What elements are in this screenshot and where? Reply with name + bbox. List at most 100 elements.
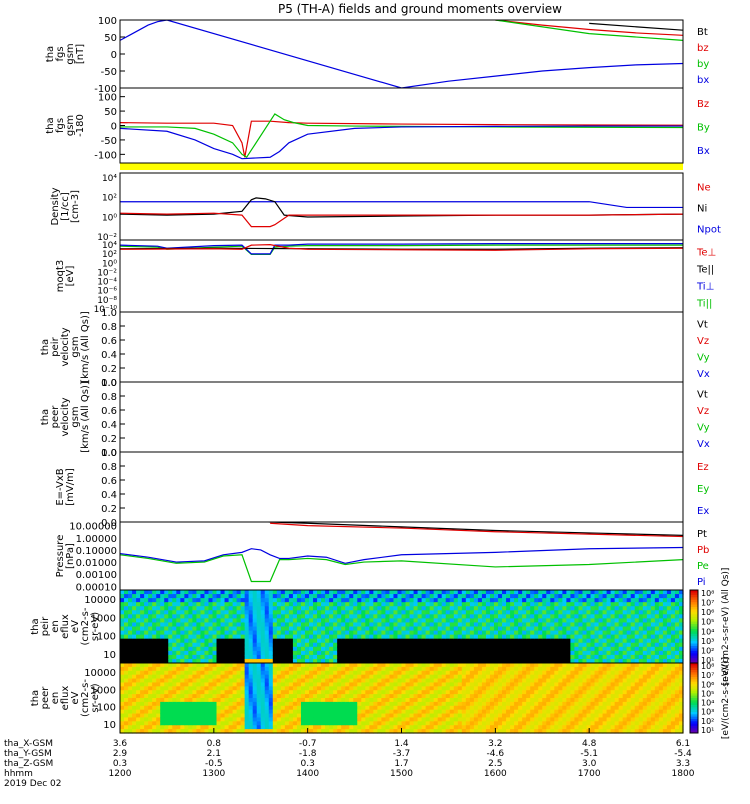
spectrogram-cell	[438, 598, 443, 603]
panel-frame	[120, 312, 683, 382]
spectrogram-cell	[249, 610, 254, 615]
spectrogram-cell	[180, 614, 185, 619]
spectrogram-cell	[217, 714, 222, 718]
spectrogram-cell	[120, 717, 125, 721]
spectrogram-cell	[578, 594, 583, 599]
spectrogram-cell	[615, 631, 620, 636]
spectrogram-cell	[434, 671, 439, 675]
spectrogram-cell	[172, 594, 177, 599]
spectrogram-cell	[647, 622, 652, 627]
spectrogram-cell	[164, 655, 169, 660]
spectrogram-cell	[233, 618, 238, 623]
spectrogram-cell	[470, 598, 475, 603]
spectrogram-cell	[534, 667, 539, 671]
spectrogram-cell	[522, 639, 527, 644]
spectrogram-cell	[156, 682, 161, 686]
spectrogram-cell	[651, 602, 656, 607]
spectrogram-cell	[639, 643, 644, 648]
spectrogram-cell	[611, 675, 616, 679]
spectrogram-cell	[321, 671, 326, 675]
spectrogram-cell	[313, 725, 318, 729]
spectrogram-cell	[265, 614, 270, 619]
spectrogram-cell	[410, 647, 415, 652]
spectrogram-cell	[277, 614, 282, 619]
spectrogram-cell	[486, 690, 491, 694]
spectrogram-cell	[582, 686, 587, 690]
spectrogram-cell	[192, 606, 197, 611]
spectrogram-cell	[426, 651, 431, 656]
spectrogram-cell	[582, 610, 587, 615]
spectrogram-cell	[277, 651, 282, 656]
spectrogram-cell	[321, 606, 326, 611]
spectrogram-cell	[313, 614, 318, 619]
spectrogram-cell	[530, 610, 535, 615]
spectrogram-cell	[562, 702, 567, 706]
spectrogram-cell	[180, 667, 185, 671]
spectrogram-cell	[249, 706, 254, 710]
spectrogram-cell	[325, 631, 330, 636]
spectrogram-cell	[192, 706, 197, 710]
spectrogram-cell	[176, 614, 181, 619]
spectrogram-cell	[317, 614, 322, 619]
spectrogram-cell	[333, 725, 338, 729]
spectrogram-cell	[377, 635, 382, 640]
spectrogram-cell	[136, 675, 141, 679]
spectrogram-cell	[317, 698, 322, 702]
spectrogram-cell	[442, 598, 447, 603]
spectrogram-cell	[381, 622, 386, 627]
spectrogram-cell	[313, 675, 318, 679]
spectrogram-cell	[502, 618, 507, 623]
spectrogram-cell	[414, 610, 419, 615]
spectrogram-cell	[208, 675, 213, 679]
spectrogram-cell	[289, 643, 294, 648]
spectrogram-cell	[406, 710, 411, 714]
spectrogram-cell	[607, 655, 612, 660]
spectrogram-cell	[297, 706, 302, 710]
spectrogram-cell	[426, 679, 431, 683]
spectrogram-cell	[349, 694, 354, 698]
spectrogram-cell	[639, 627, 644, 632]
spectrogram-cell	[217, 606, 222, 611]
spectrogram-cell	[615, 590, 620, 595]
spectrogram-cell	[615, 655, 620, 660]
spectrogram-cell	[389, 667, 394, 671]
spectrogram-cell	[321, 655, 326, 660]
spectrogram-cell	[297, 598, 302, 603]
spectrogram-cell	[221, 663, 226, 667]
spectrogram-cell	[192, 686, 197, 690]
spectrogram-cell	[490, 622, 495, 627]
spectrogram-cell	[595, 618, 600, 623]
spectrogram-cell	[253, 706, 258, 710]
spectrogram-cell	[140, 622, 145, 627]
spectrogram-cell	[643, 590, 648, 595]
spectrogram-cell	[570, 639, 575, 644]
spectrogram-cell	[337, 698, 342, 702]
spectrogram-cell	[607, 610, 612, 615]
spectrogram-cell	[373, 631, 378, 636]
spectrogram-cell	[140, 675, 145, 679]
spectrogram-cell	[526, 643, 531, 648]
spectrogram-cell	[514, 679, 519, 683]
spectrogram-cell	[582, 639, 587, 644]
ytick-label: 100	[98, 93, 117, 104]
spectrogram-cell	[345, 702, 350, 706]
spectrogram-cell	[595, 714, 600, 718]
spectrogram-cell	[176, 686, 181, 690]
spectrogram-cell	[631, 622, 636, 627]
ytick-label: 10	[103, 650, 116, 661]
spectrogram-cell	[671, 651, 676, 656]
spectrogram-cell	[542, 614, 547, 619]
spectrogram-cell	[285, 647, 290, 652]
spectrogram-cell	[253, 663, 258, 667]
spectrogram-cell	[313, 598, 318, 603]
spectrogram-cell	[534, 622, 539, 627]
spectrogram-cell	[619, 602, 624, 607]
spectrogram-cell	[277, 594, 282, 599]
spectrogram-cell	[406, 655, 411, 660]
spectrogram-cell	[554, 675, 559, 679]
spectrogram-cell	[253, 717, 258, 721]
spectrogram-cell	[534, 602, 539, 607]
panel-8: Pressure[nPa]10.000001.000000.100000.010…	[55, 518, 709, 593]
spectrogram-cell	[397, 717, 402, 721]
spectrogram-cell	[526, 706, 531, 710]
